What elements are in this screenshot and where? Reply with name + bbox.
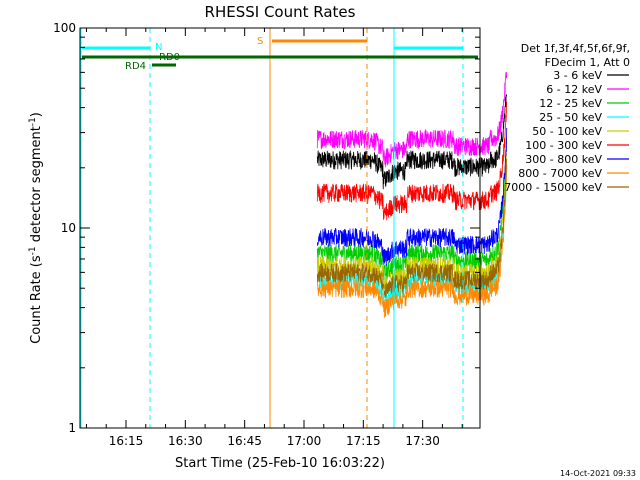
x-tick-label: 16:45 — [227, 434, 262, 448]
x-axis-label: Start Time (25-Feb-10 16:03:22) — [175, 456, 385, 471]
series-trace-pre-300-800keV — [316, 127, 508, 266]
y-axis-label-part: Count Rate (s — [29, 255, 44, 344]
legend-label: 800 - 7000 keV — [518, 167, 602, 180]
rd0-label: RD0 — [159, 52, 180, 63]
x-tick-label: 16:30 — [168, 434, 203, 448]
legend-label: 300 - 800 keV — [525, 153, 602, 166]
legend-header: Det 1f,3f,4f,5f,6f,9f, — [521, 42, 630, 55]
y-tick-label: 100 — [53, 21, 76, 35]
legend-header: FDecim 1, Att 0 — [545, 56, 630, 69]
series-trace-pre-7000-15000keV — [316, 158, 508, 298]
saa-label: S — [257, 36, 263, 47]
legend-label: 12 - 25 keV — [539, 97, 602, 110]
series-traces — [316, 72, 508, 318]
night-label: N — [155, 42, 162, 53]
x-tick-label: 17:30 — [405, 434, 440, 448]
x-axis: 16:15 16:30 16:45 17:00 17:15 17:30 — [85, 28, 463, 448]
y-axis-label-part: detector segment — [29, 126, 44, 246]
y-axis-label-part: -1 — [28, 246, 38, 255]
y-axis-label-part: ) — [29, 112, 44, 117]
legend-label: 25 - 50 keV — [539, 111, 602, 124]
series-trace-pre-100-300keV — [316, 101, 508, 221]
x-tick-label: 17:00 — [287, 434, 322, 448]
series-trace-pre-800-7000keV — [316, 164, 508, 318]
x-tick-label: 17:15 — [346, 434, 381, 448]
y-axis: 1 10 100 — [53, 21, 480, 435]
y-tick-label: 10 — [61, 221, 76, 235]
rd4-label: RD4 — [125, 61, 146, 72]
legend: Det 1f,3f,4f,5f,6f,9f,FDecim 1, Att 03 -… — [504, 42, 630, 194]
y-axis-label: Count Rate (s-1 detector segment-1) — [28, 112, 44, 344]
chart-title: RHESSI Count Rates — [205, 3, 356, 21]
legend-label: 100 - 300 keV — [525, 139, 602, 152]
y-tick-label: 1 — [68, 421, 76, 435]
legend-label: 7000 - 15000 keV — [504, 181, 602, 194]
render-timestamp: 14-Oct-2021 09:33 — [560, 469, 636, 478]
y-axis-label-part: -1 — [28, 117, 38, 126]
legend-label: 3 - 6 keV — [553, 69, 602, 82]
series-trace-pre-6-12keV — [316, 72, 508, 168]
legend-label: 50 - 100 keV — [532, 125, 602, 138]
legend-label: 6 - 12 keV — [546, 83, 602, 96]
x-tick-label: 16:15 — [109, 434, 144, 448]
